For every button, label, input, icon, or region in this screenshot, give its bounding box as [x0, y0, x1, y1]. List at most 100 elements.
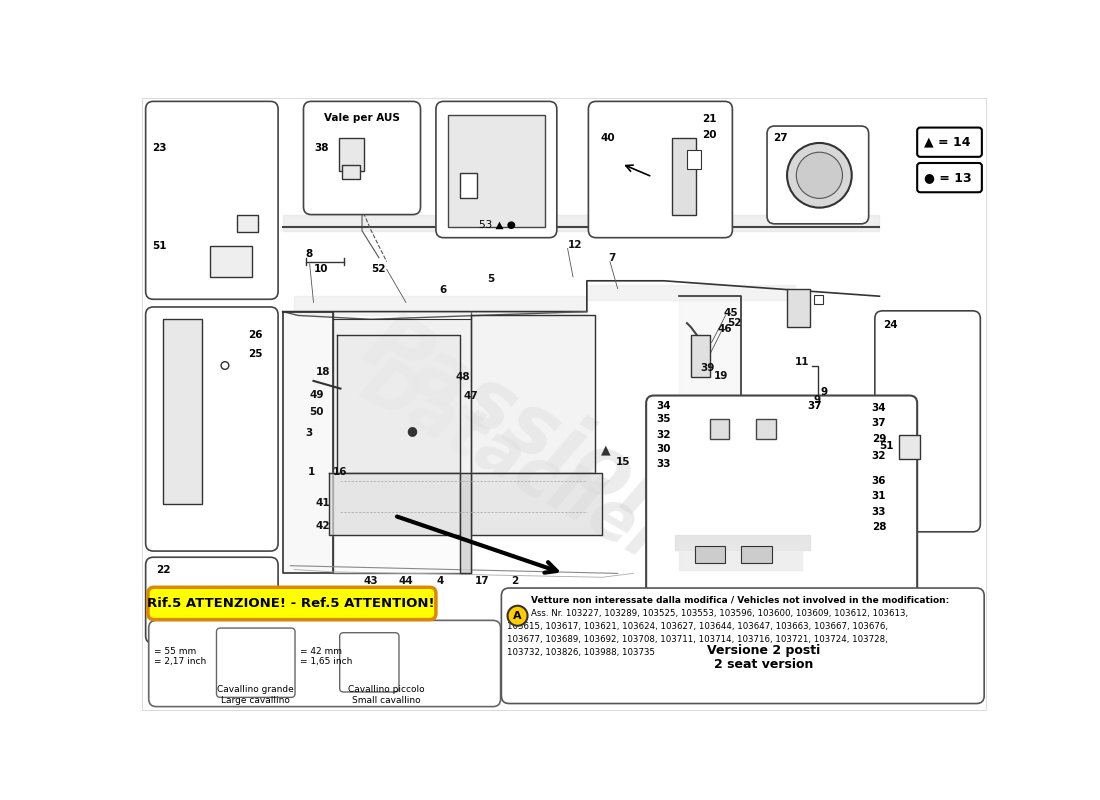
Text: 51: 51: [880, 442, 894, 451]
Polygon shape: [675, 535, 810, 550]
Text: 25: 25: [249, 349, 263, 359]
Text: Vetture non interessate dalla modifica / Vehicles not involved in the modificati: Vetture non interessate dalla modifica /…: [531, 596, 949, 605]
Text: 24: 24: [883, 321, 898, 330]
Text: 32: 32: [656, 430, 671, 440]
Text: 1: 1: [308, 466, 316, 477]
FancyBboxPatch shape: [917, 127, 982, 157]
Text: 20: 20: [703, 130, 717, 139]
Polygon shape: [472, 474, 603, 535]
FancyBboxPatch shape: [148, 620, 500, 706]
Bar: [899, 435, 921, 459]
Text: 5: 5: [486, 274, 494, 284]
Text: 4: 4: [437, 576, 444, 586]
Bar: [741, 546, 772, 563]
FancyBboxPatch shape: [340, 633, 399, 692]
Text: A: A: [514, 610, 521, 621]
Text: 103677, 103689, 103692, 103708, 103711, 103714, 103716, 103721, 103724, 103728,: 103677, 103689, 103692, 103708, 103711, …: [507, 635, 888, 644]
Text: 28: 28: [871, 522, 887, 532]
Polygon shape: [329, 474, 460, 535]
Bar: [449, 115, 544, 227]
Text: 46: 46: [717, 323, 733, 334]
Text: 3: 3: [306, 428, 313, 438]
Text: 44: 44: [398, 576, 412, 586]
Text: 51: 51: [152, 241, 166, 251]
Text: 26: 26: [249, 330, 263, 340]
Text: 18: 18: [316, 366, 330, 377]
FancyBboxPatch shape: [917, 163, 982, 192]
Bar: [686, 150, 701, 169]
Bar: [691, 334, 711, 377]
Text: 48: 48: [455, 372, 471, 382]
FancyBboxPatch shape: [646, 395, 917, 662]
Text: 34: 34: [656, 402, 671, 411]
Bar: [695, 546, 726, 563]
Text: Ass. Nr. 103227, 103289, 103525, 103553, 103596, 103600, 103609, 103612, 103613,: Ass. Nr. 103227, 103289, 103525, 103553,…: [531, 609, 909, 618]
Bar: [163, 319, 202, 504]
Bar: [757, 419, 776, 438]
Text: 6: 6: [439, 285, 447, 295]
Text: 16: 16: [332, 466, 348, 477]
Text: 53 ▲ ●: 53 ▲ ●: [480, 219, 516, 230]
Text: 32: 32: [871, 451, 887, 462]
Polygon shape: [332, 319, 472, 474]
Text: 23: 23: [152, 143, 166, 154]
Polygon shape: [472, 315, 594, 474]
Text: 49: 49: [310, 390, 324, 400]
FancyBboxPatch shape: [145, 558, 278, 643]
Polygon shape: [587, 285, 794, 300]
Polygon shape: [680, 296, 741, 466]
Circle shape: [507, 606, 528, 626]
Text: 22: 22: [156, 565, 170, 574]
Text: 21: 21: [703, 114, 717, 124]
Text: = 42 mm
= 1,65 inch: = 42 mm = 1,65 inch: [299, 646, 352, 666]
Text: = 55 mm
= 2,17 inch: = 55 mm = 2,17 inch: [154, 646, 207, 666]
Text: ▲ = 14: ▲ = 14: [924, 136, 970, 149]
Text: Dataclience: Dataclience: [349, 350, 763, 627]
Text: ●: ●: [407, 425, 418, 438]
Text: 50: 50: [310, 406, 324, 417]
Text: ● = 13: ● = 13: [924, 171, 971, 184]
Text: 38: 38: [315, 143, 329, 154]
Text: 33: 33: [871, 507, 887, 517]
Bar: [671, 138, 696, 215]
Bar: [711, 419, 729, 438]
Bar: [342, 166, 361, 179]
Text: 10: 10: [314, 264, 329, 274]
Text: 8: 8: [306, 249, 313, 259]
Text: 30: 30: [656, 444, 671, 454]
Text: 27: 27: [773, 134, 788, 143]
Text: 42: 42: [316, 521, 330, 530]
Text: 35: 35: [656, 414, 671, 424]
Circle shape: [221, 362, 229, 370]
Circle shape: [786, 143, 851, 208]
FancyBboxPatch shape: [147, 587, 436, 619]
Polygon shape: [680, 542, 803, 570]
Bar: [788, 289, 810, 327]
Text: 52: 52: [727, 318, 741, 328]
Text: 11: 11: [794, 357, 810, 366]
Text: 37: 37: [871, 418, 887, 428]
Text: 52: 52: [372, 264, 386, 274]
FancyBboxPatch shape: [304, 102, 420, 214]
FancyBboxPatch shape: [436, 102, 557, 238]
FancyBboxPatch shape: [767, 126, 869, 224]
Bar: [236, 215, 258, 232]
Bar: [209, 246, 252, 277]
Text: 47: 47: [464, 391, 478, 402]
Text: 103615, 103617, 103621, 103624, 103627, 103644, 103647, 103663, 103667, 103676,: 103615, 103617, 103621, 103624, 103627, …: [507, 622, 888, 631]
Text: 9: 9: [814, 395, 821, 405]
Circle shape: [796, 152, 843, 198]
Bar: [339, 138, 363, 170]
Text: 9: 9: [821, 387, 827, 398]
Text: Rif.5 ATTENZIONE! - Ref.5 ATTENTION!: Rif.5 ATTENZIONE! - Ref.5 ATTENTION!: [146, 597, 434, 610]
Text: 2 seat version: 2 seat version: [714, 658, 814, 670]
Text: Passion: Passion: [351, 303, 700, 551]
Text: 2: 2: [512, 576, 518, 586]
Text: Vale per AUS: Vale per AUS: [324, 113, 400, 123]
Text: 36: 36: [871, 476, 887, 486]
Text: 12: 12: [568, 240, 582, 250]
Text: 34: 34: [871, 403, 887, 413]
Text: Versione 2 posti: Versione 2 posti: [707, 644, 821, 657]
Text: 15: 15: [615, 457, 630, 466]
Text: 29: 29: [871, 434, 887, 444]
